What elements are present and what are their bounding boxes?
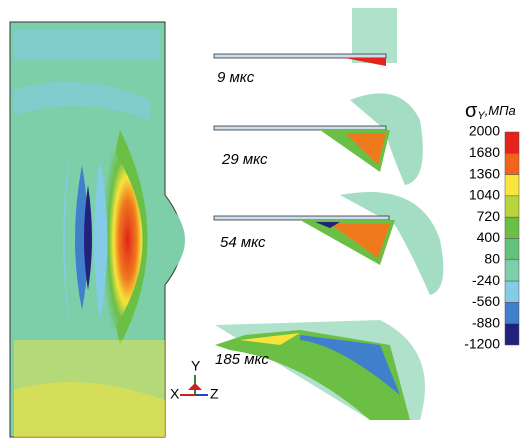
unit: ,МПа [485,103,516,118]
colorbar-tick-label: -240 [472,272,500,288]
colorbar-tick-label: 1040 [469,187,500,203]
colorbar-tick-label: -1200 [464,336,500,352]
panel-2 [214,93,423,185]
colorbar-segment [505,153,519,174]
colorbar-tick-label: 80 [484,251,500,267]
plate-view [10,22,185,437]
colorbar-segment [505,175,519,196]
colorbar-tick-label: -880 [472,314,500,330]
panel-1 [214,8,397,66]
colorbar-segment [505,281,519,302]
axis-label: Z [210,386,219,402]
colorbar-tick-label: -560 [472,293,500,309]
colorbar-tick-label: 720 [477,208,501,224]
colorbar-segment [505,132,519,153]
axis-label: X [170,386,180,402]
figure: 9 мкс 29 мкс 54 мкс 185 мкс Y X Z σY,МПа… [0,0,523,445]
time-label: 9 мкс [217,69,255,86]
colorbar-segment [505,196,519,217]
colorbar-tick-label: 400 [477,229,501,245]
time-label: 185 мкс [215,351,269,368]
axis-label: Y [191,358,201,374]
panel-4 [215,320,425,420]
colorbar-tick-label: 2000 [469,123,500,139]
colorbar-segment [505,260,519,281]
time-label: 29 мкс [221,151,268,168]
symbol: σ [465,100,478,122]
axis-triad: Y X Z [170,358,219,402]
colorbar: 2000 1680 1360 1040 720 400 80 -240 -560 -880 -120… [464,123,519,352]
colorbar-tick-label: 1680 [469,144,500,160]
colorbar-tick-label: 1360 [469,165,500,181]
colorbar-segment [505,239,519,260]
colorbar-segment [505,217,519,238]
colorbar-segment [505,302,519,323]
colorbar-segment [505,324,519,345]
colorbar-title: σY,МПа [465,100,516,122]
time-label: 54 мкс [220,234,266,251]
